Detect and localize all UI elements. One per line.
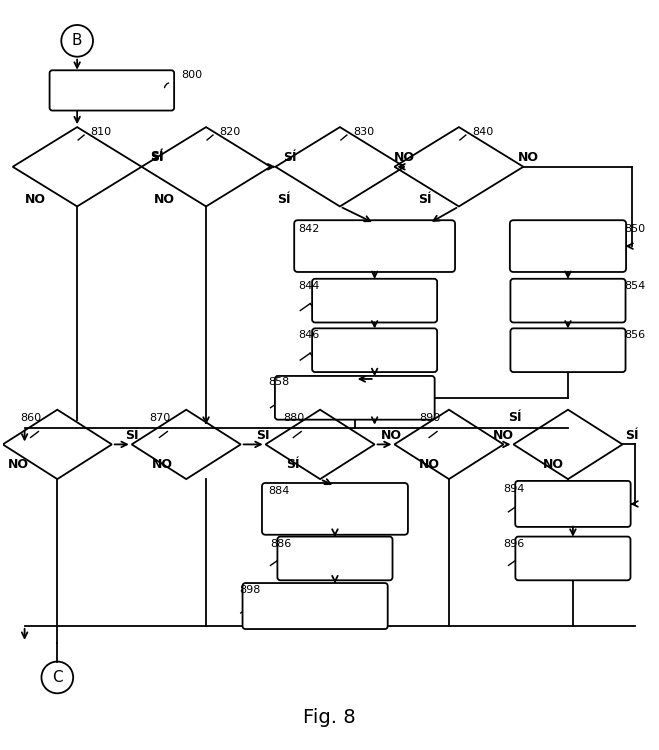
Text: NO: NO	[543, 458, 564, 471]
Text: 842: 842	[299, 224, 320, 234]
Text: Fig. 8: Fig. 8	[303, 707, 356, 727]
FancyBboxPatch shape	[243, 583, 387, 629]
Text: 854: 854	[625, 280, 646, 291]
FancyBboxPatch shape	[515, 536, 631, 580]
Text: B: B	[72, 33, 82, 48]
FancyBboxPatch shape	[312, 279, 437, 322]
Text: 884: 884	[268, 486, 290, 496]
FancyBboxPatch shape	[275, 376, 435, 420]
Text: 810: 810	[90, 127, 111, 137]
Text: 856: 856	[625, 330, 646, 340]
Text: NO: NO	[394, 152, 415, 164]
Text: NO: NO	[8, 458, 29, 471]
Text: SÍ: SÍ	[150, 150, 163, 164]
FancyBboxPatch shape	[262, 483, 408, 535]
Text: 880: 880	[283, 413, 304, 423]
Text: 898: 898	[239, 585, 260, 596]
Text: 860: 860	[20, 413, 42, 423]
Text: 800: 800	[181, 70, 202, 80]
Text: NO: NO	[24, 193, 45, 206]
Text: 858: 858	[268, 377, 290, 387]
Text: 830: 830	[353, 127, 374, 137]
Text: NO: NO	[381, 429, 402, 442]
Text: SÍ: SÍ	[256, 429, 270, 442]
Text: SÍ: SÍ	[277, 193, 291, 206]
FancyBboxPatch shape	[49, 70, 174, 110]
FancyBboxPatch shape	[515, 481, 631, 527]
Text: 896: 896	[503, 538, 525, 548]
Text: SÍ: SÍ	[125, 429, 138, 442]
Text: 890: 890	[419, 413, 440, 423]
Text: SÍ: SÍ	[625, 429, 639, 442]
FancyBboxPatch shape	[312, 328, 437, 372]
Text: 844: 844	[299, 280, 320, 291]
Text: 840: 840	[472, 127, 493, 137]
FancyBboxPatch shape	[511, 328, 625, 372]
FancyBboxPatch shape	[277, 536, 393, 580]
Text: C: C	[52, 670, 63, 685]
Text: NO: NO	[152, 458, 173, 471]
FancyBboxPatch shape	[511, 279, 625, 322]
Text: SÍ: SÍ	[418, 193, 431, 206]
FancyBboxPatch shape	[294, 220, 455, 272]
Text: 850: 850	[625, 224, 646, 234]
Text: SÍ: SÍ	[287, 458, 300, 471]
FancyBboxPatch shape	[510, 220, 626, 272]
Text: 820: 820	[219, 127, 240, 137]
Text: NO: NO	[419, 458, 440, 471]
Text: NO: NO	[493, 429, 514, 442]
Text: 886: 886	[270, 538, 292, 548]
Text: SÍ: SÍ	[509, 411, 522, 424]
Text: 846: 846	[299, 330, 320, 340]
Text: 894: 894	[503, 484, 525, 494]
Text: SÍ: SÍ	[283, 152, 297, 164]
Text: NO: NO	[518, 152, 539, 164]
Text: NO: NO	[154, 193, 175, 206]
Text: SÍ: SÍ	[150, 152, 163, 164]
Text: 870: 870	[150, 413, 171, 423]
